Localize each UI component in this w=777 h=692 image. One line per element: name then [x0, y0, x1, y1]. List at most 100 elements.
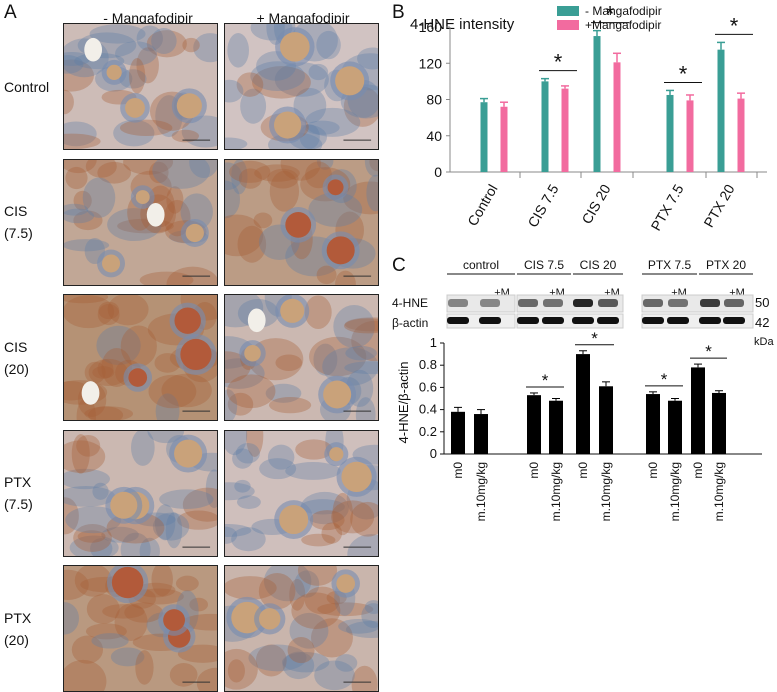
- x-tick-label: m0: [646, 462, 660, 479]
- bar: [691, 367, 705, 454]
- chart-title: 4-HNE intensity: [410, 16, 515, 33]
- bar: [549, 400, 563, 454]
- significance-star: *: [705, 342, 712, 361]
- blot-group-label: PTX 7.5: [648, 258, 692, 272]
- blot-row-label: 4-HNE: [392, 296, 428, 310]
- x-tick-label: m0: [576, 462, 590, 479]
- blot-band-hne: [518, 299, 538, 307]
- micrograph-image: [63, 429, 218, 557]
- blot-band-hne: [724, 299, 744, 307]
- blot-group-label: CIS 20: [580, 258, 617, 272]
- x-tick-label: CIS 7.5: [524, 181, 561, 230]
- bar: [668, 400, 682, 454]
- bar: [613, 62, 621, 172]
- y-tick-label: 120: [419, 55, 443, 71]
- blot-band-hne: [700, 299, 720, 307]
- blot-band-actin: [699, 317, 721, 324]
- x-tick-label: m.10mg/kg: [599, 462, 613, 521]
- blot-group-label: control: [463, 258, 499, 272]
- y-axis-label: 4-HNE/β-actin: [396, 362, 411, 444]
- panel-a-row-label: CIS (7.5): [4, 203, 33, 241]
- blot-band-hne: [448, 299, 468, 307]
- bar: [480, 102, 488, 172]
- bar: [686, 100, 694, 172]
- bar: [500, 106, 508, 172]
- micrograph-image: [224, 23, 379, 150]
- micrograph-image: [224, 158, 379, 286]
- blot-band-actin: [642, 317, 664, 324]
- chart-4hne-intensity: 4-HNE intensity - Mangafodipir+Mangafodip…: [410, 2, 767, 233]
- blot-band-actin: [517, 317, 539, 324]
- blot-mw-label: 42: [755, 315, 769, 330]
- y-tick-label: 0: [434, 164, 442, 180]
- blot-group-label: CIS 7.5: [524, 258, 564, 272]
- micrograph-image: [63, 565, 218, 692]
- blot-band-actin: [667, 317, 689, 324]
- panel-b-letter: B: [392, 2, 405, 23]
- x-tick-label: m.10mg/kg: [712, 462, 726, 521]
- blot-band-actin: [447, 317, 469, 324]
- y-tick-label: 0: [430, 446, 437, 461]
- blot-band-hne: [668, 299, 688, 307]
- bar: [593, 36, 601, 172]
- legend-swatch: [557, 6, 579, 16]
- legend-label: +Mangafodipir: [585, 18, 661, 32]
- micrograph-image: [63, 158, 218, 286]
- blot-band-hne: [643, 299, 663, 307]
- significance-star: *: [542, 371, 549, 390]
- significance-star: *: [661, 370, 668, 389]
- x-tick-label: m.10mg/kg: [549, 462, 563, 521]
- bar: [561, 88, 569, 172]
- y-tick-label: 0.6: [419, 379, 437, 394]
- significance-star: *: [591, 330, 598, 348]
- y-tick-label: 0.4: [419, 402, 437, 417]
- significance-star: *: [606, 2, 615, 27]
- micrograph-image: [224, 429, 379, 557]
- legend-swatch: [557, 20, 579, 30]
- blot-mw-label: 50: [755, 295, 769, 310]
- x-tick-label: CIS 20: [578, 181, 613, 226]
- significance-star: *: [679, 61, 688, 86]
- x-tick-label: m0: [527, 462, 541, 479]
- bar: [541, 81, 549, 172]
- bar: [474, 414, 488, 454]
- x-tick-label: PTX 7.5: [647, 181, 686, 233]
- blot-band-actin: [572, 317, 594, 324]
- y-tick-label: 40: [426, 128, 442, 144]
- micrograph-image: [63, 23, 218, 150]
- blot-band-hne: [480, 299, 500, 307]
- panel-c-letter: C: [392, 255, 406, 276]
- blot-mw-unit: kDa: [754, 336, 774, 348]
- chart-4hne-actin-ratio: 0 0.2 0.4 0.6 0.8 1 4-HNE/β-actin m0 m.10mg/kg m0…: [396, 330, 762, 521]
- blot-row-label: β-actin: [392, 316, 428, 330]
- bar: [576, 354, 590, 454]
- y-tick-label: 160: [419, 19, 443, 35]
- x-tick-label: m0: [691, 462, 705, 479]
- panel-a-row-label: PTX (7.5): [4, 474, 33, 512]
- western-blot: control CIS 7.5 CIS 20 PTX 7.5 PTX 20+M +M +M +…: [392, 258, 774, 348]
- panel-a-row-label: Control: [4, 78, 50, 95]
- bar: [717, 49, 725, 172]
- bar: [666, 94, 674, 172]
- blot-band-actin: [723, 317, 745, 324]
- blot-band-actin: [597, 317, 619, 324]
- blot-band-hne: [598, 299, 618, 307]
- x-tick-label: m0: [451, 462, 465, 479]
- panel-a-letter: A: [4, 2, 17, 23]
- panel-a-row-label: PTX (20): [4, 609, 32, 648]
- blot-band-hne: [543, 299, 563, 307]
- bar: [451, 411, 465, 454]
- x-tick-label: Control: [464, 182, 500, 229]
- blot-band-actin: [542, 317, 564, 324]
- y-tick-label: 0.2: [419, 424, 437, 439]
- blot-band-hne: [573, 299, 593, 307]
- bar: [646, 394, 660, 454]
- x-tick-label: PTX 20: [700, 181, 737, 230]
- panel-a-col-header-plus: + Mangafodipir: [256, 10, 350, 26]
- x-tick-label: m.10mg/kg: [668, 462, 682, 521]
- x-tick-label: m.10mg/kg: [474, 462, 488, 521]
- blot-group-label: PTX 20: [706, 258, 746, 272]
- bar: [712, 392, 726, 454]
- panel-a-row-label: CIS (20): [4, 338, 29, 377]
- y-tick-label: 1: [430, 335, 437, 350]
